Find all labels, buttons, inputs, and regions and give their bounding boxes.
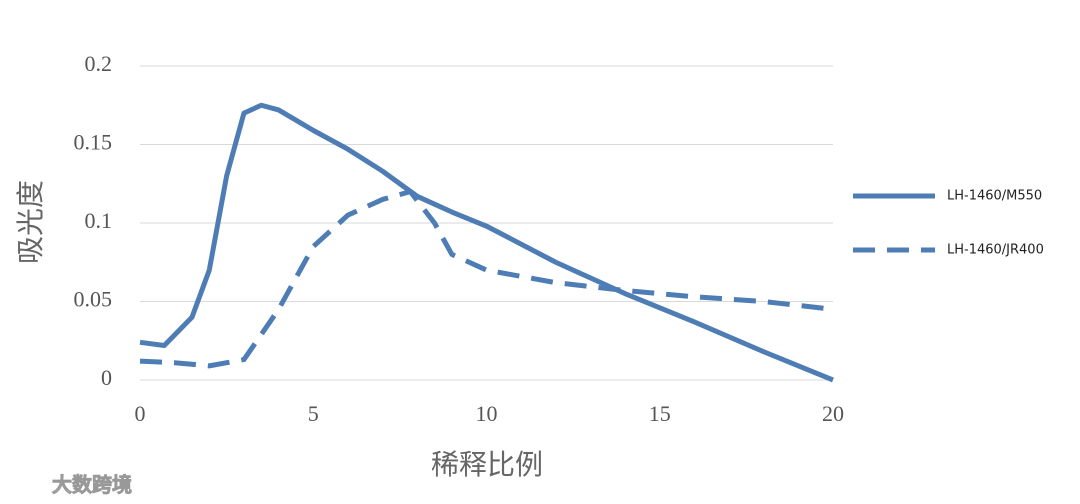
x-axis-title: 稀释比例: [431, 448, 543, 481]
x-tick-label: 10: [476, 401, 498, 426]
y-tick-label: 0.05: [74, 287, 113, 312]
y-tick-label: 0.1: [85, 208, 113, 233]
x-tick-label: 5: [308, 401, 319, 426]
watermark: 大数跨境: [52, 473, 132, 497]
series-line: [139, 102, 834, 383]
legend-label: LH-1460/JR400: [947, 243, 1044, 258]
legend-label: LH-1460/M550: [947, 189, 1042, 204]
y-tick-label: 0: [101, 365, 112, 390]
y-tick-label: 0.15: [74, 130, 113, 155]
x-tick-label: 20: [822, 401, 844, 426]
y-tick-label: 0.2: [85, 51, 113, 76]
series-line: [139, 189, 834, 369]
x-tick-label: 0: [135, 401, 146, 426]
x-tick-label: 15: [649, 401, 671, 426]
y-axis-title: 吸光度: [14, 180, 47, 264]
